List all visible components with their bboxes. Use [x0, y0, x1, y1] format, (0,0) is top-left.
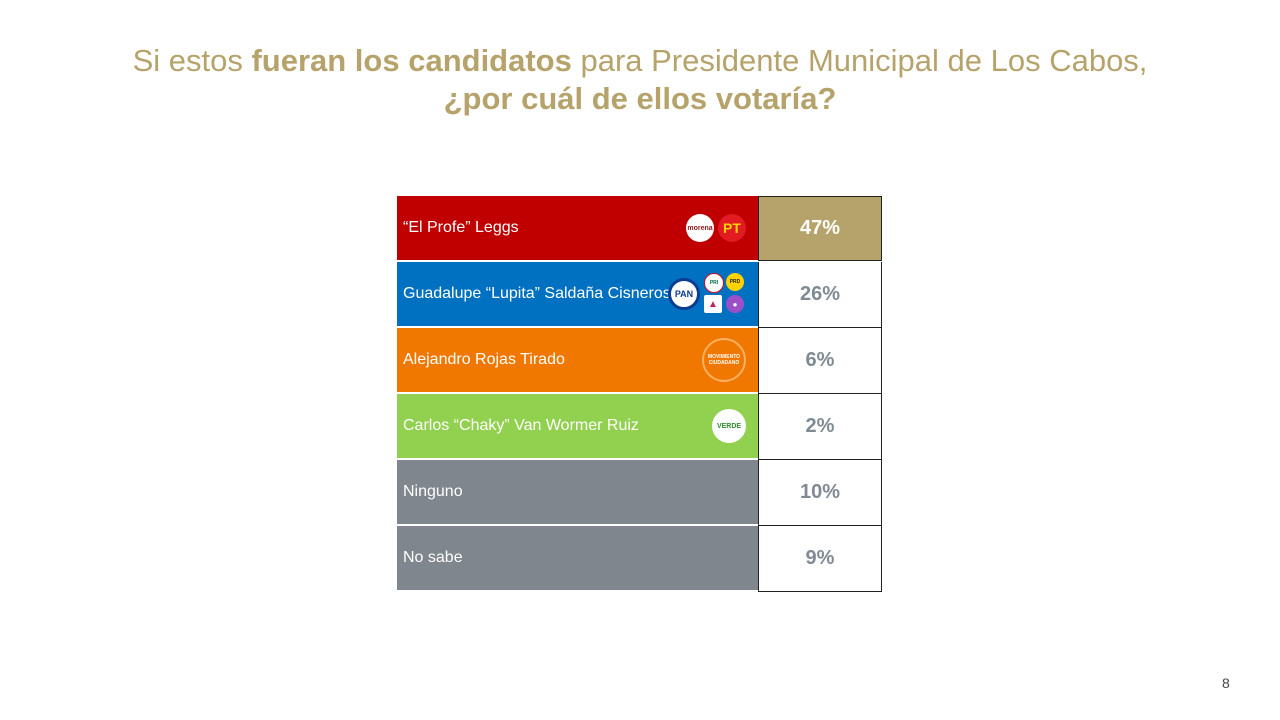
party-logos: PAN PRI PRD ▲ ● — [668, 262, 746, 326]
candidate-name: Alejandro Rojas Tirado — [403, 351, 565, 368]
candidate-name: Carlos “Chaky” Van Wormer Ruiz — [403, 417, 639, 434]
vote-percentage: 26% — [758, 262, 882, 328]
title-part-1: Si estos — [132, 43, 252, 78]
candidate-label: Carlos “Chaky” Van Wormer Ruiz VERDE — [397, 394, 758, 458]
movimiento-ciudadano-logo: MOVIMIENTO CIUDADANO — [702, 338, 746, 382]
candidate-label: “El Profe” Leggs morena PT — [397, 196, 758, 260]
chart-title: Si estos fueran los candidatos para Pres… — [0, 42, 1280, 118]
verde-logo: VERDE — [712, 409, 746, 443]
vote-percentage: 10% — [758, 460, 882, 526]
pt-logo: PT — [718, 214, 746, 242]
party-logos: VERDE — [712, 394, 746, 458]
candidate-name: No sabe — [403, 549, 463, 566]
prd-logo: PRD — [726, 273, 744, 291]
mujeres-logo: ● — [726, 295, 744, 313]
vote-percentage: 9% — [758, 526, 882, 592]
vote-percentage: 47% — [758, 196, 882, 261]
party-logos: MOVIMIENTO CIUDADANO — [702, 328, 746, 392]
title-part-2: fueran los candidatos — [251, 43, 572, 78]
vote-percentage: 6% — [758, 328, 882, 394]
title-line-1: Si estos fueran los candidatos para Pres… — [0, 42, 1280, 80]
prs-logo: ▲ — [704, 295, 722, 313]
candidate-name: Ninguno — [403, 483, 463, 500]
candidate-label: Alejandro Rojas Tirado MOVIMIENTO CIUDADA… — [397, 328, 758, 392]
pri-logo: PRI — [704, 273, 724, 293]
candidate-label: No sabe — [397, 526, 758, 590]
table-row: Guadalupe “Lupita” Saldaña Cisneros PAN PR… — [397, 262, 883, 328]
table-row: Alejandro Rojas Tirado MOVIMIENTO CIUDADA… — [397, 328, 883, 394]
table-row: “El Profe” Leggs morena PT 47% — [397, 196, 883, 262]
candidate-label: Guadalupe “Lupita” Saldaña Cisneros PAN PR… — [397, 262, 758, 326]
candidate-name: “El Profe” Leggs — [403, 219, 519, 236]
candidate-label: Ninguno — [397, 460, 758, 524]
table-row: Ninguno 10% — [397, 460, 883, 526]
pan-logo: PAN — [668, 278, 700, 310]
party-logos: morena PT — [686, 196, 746, 260]
table-row: No sabe 9% — [397, 526, 883, 592]
vote-percentage: 2% — [758, 394, 882, 460]
coalition-logo-grid: PRI PRD ▲ ● — [704, 273, 746, 315]
results-table: “El Profe” Leggs morena PT 47% Guadalupe “Lu… — [397, 196, 883, 592]
morena-logo: morena — [686, 214, 714, 242]
title-part-3: para Presidente Municipal de Los Cabos, — [571, 43, 1148, 78]
page-number: 8 — [1222, 675, 1230, 691]
title-line-2: ¿por cuál de ellos votaría? — [443, 81, 837, 116]
table-row: Carlos “Chaky” Van Wormer Ruiz VERDE 2% — [397, 394, 883, 460]
candidate-name: Guadalupe “Lupita” Saldaña Cisneros — [403, 285, 671, 302]
